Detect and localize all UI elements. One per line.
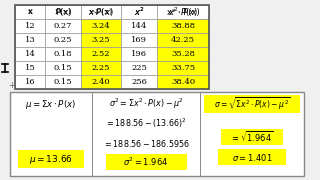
Text: x: x xyxy=(28,8,32,16)
Text: $x^2$: $x^2$ xyxy=(134,6,144,18)
Bar xyxy=(157,5,209,19)
Text: P(x): P(x) xyxy=(55,8,71,16)
Text: $\sigma^2 = 1.964$: $\sigma^2 = 1.964$ xyxy=(123,156,169,168)
Text: 38.88: 38.88 xyxy=(171,22,195,30)
Bar xyxy=(121,33,157,47)
Bar xyxy=(15,5,209,89)
Text: 15: 15 xyxy=(25,64,36,72)
Text: $\sigma = \sqrt{\Sigma x^2 \cdot P(x) - \mu^2}$: $\sigma = \sqrt{\Sigma x^2 \cdot P(x) - … xyxy=(214,95,290,113)
Bar xyxy=(15,19,45,33)
Text: x: x xyxy=(28,8,33,17)
Text: 16: 16 xyxy=(25,78,35,86)
Text: 225: 225 xyxy=(131,64,147,72)
Bar xyxy=(121,19,157,33)
Text: 0.15: 0.15 xyxy=(54,78,72,86)
Bar xyxy=(204,95,300,113)
Text: 2.25: 2.25 xyxy=(92,64,110,72)
Text: $\sigma^2 = \Sigma x^2 \cdot P(x) - \mu^2$: $\sigma^2 = \Sigma x^2 \cdot P(x) - \mu^… xyxy=(108,97,183,111)
Text: $\mu = 13.66$: $\mu = 13.66$ xyxy=(29,153,73,166)
Bar xyxy=(45,61,81,75)
Bar xyxy=(81,5,121,19)
Bar xyxy=(15,61,45,75)
Text: 256: 256 xyxy=(131,78,147,86)
Bar xyxy=(106,154,187,170)
Text: 144: 144 xyxy=(131,22,147,30)
Text: 0.25: 0.25 xyxy=(54,36,72,44)
Bar xyxy=(81,61,121,75)
Bar xyxy=(45,75,81,89)
Text: 3.24: 3.24 xyxy=(92,22,110,30)
Bar xyxy=(15,33,45,47)
Bar xyxy=(121,75,157,89)
Bar xyxy=(45,47,81,61)
Bar xyxy=(15,75,45,89)
Text: $\mu = \Sigma x \cdot P(x)$: $\mu = \Sigma x \cdot P(x)$ xyxy=(26,98,76,111)
Bar xyxy=(157,19,209,33)
Bar xyxy=(45,5,81,19)
Bar xyxy=(121,5,157,19)
Bar xyxy=(81,33,121,47)
Text: 14: 14 xyxy=(25,50,36,58)
Bar xyxy=(45,33,81,47)
Text: $= \sqrt{1.964}$: $= \sqrt{1.964}$ xyxy=(230,130,274,144)
Text: 33.75: 33.75 xyxy=(171,64,195,72)
Text: 0.15: 0.15 xyxy=(54,64,72,72)
Text: 3.25: 3.25 xyxy=(92,36,110,44)
Bar xyxy=(157,75,209,89)
Text: 38.40: 38.40 xyxy=(171,78,195,86)
Text: $x{\cdot}P(x)$: $x{\cdot}P(x)$ xyxy=(88,6,114,18)
Bar xyxy=(45,19,81,33)
Bar xyxy=(121,47,157,61)
Text: 35.28: 35.28 xyxy=(171,50,195,58)
Bar xyxy=(10,92,304,176)
Bar xyxy=(81,19,121,33)
Text: $x^2 {\cdot} P(x)$: $x^2 {\cdot} P(x)$ xyxy=(168,5,198,19)
Text: x·P(x): x·P(x) xyxy=(89,8,113,16)
Text: 0.27: 0.27 xyxy=(54,22,72,30)
Text: $x^2$: $x^2$ xyxy=(134,6,144,18)
Text: $= 188.56 - (13.66)^2$: $= 188.56 - (13.66)^2$ xyxy=(105,117,187,130)
Bar xyxy=(218,149,286,165)
Text: +: + xyxy=(8,81,15,90)
Bar xyxy=(18,150,84,168)
Bar xyxy=(157,61,209,75)
Bar xyxy=(81,75,121,89)
Text: 169: 169 xyxy=(131,36,147,44)
Text: 13: 13 xyxy=(25,36,36,44)
Text: $= 188.56 - 186.5956$: $= 188.56 - 186.5956$ xyxy=(103,138,189,149)
Bar xyxy=(15,47,45,61)
Bar xyxy=(157,47,209,61)
Bar xyxy=(15,5,45,19)
Text: 2.52: 2.52 xyxy=(92,50,110,58)
Text: 196: 196 xyxy=(131,50,147,58)
Text: P(x): P(x) xyxy=(55,8,71,17)
Text: 42.25: 42.25 xyxy=(171,36,195,44)
Bar xyxy=(221,129,283,145)
Text: 12: 12 xyxy=(25,22,35,30)
Text: x² · P(x): x² · P(x) xyxy=(167,8,199,17)
Bar xyxy=(81,47,121,61)
Bar xyxy=(157,33,209,47)
Text: 0.18: 0.18 xyxy=(54,50,72,58)
Text: 2.40: 2.40 xyxy=(92,78,110,86)
Text: $\sigma = 1.401$: $\sigma = 1.401$ xyxy=(232,152,272,163)
Bar xyxy=(121,61,157,75)
